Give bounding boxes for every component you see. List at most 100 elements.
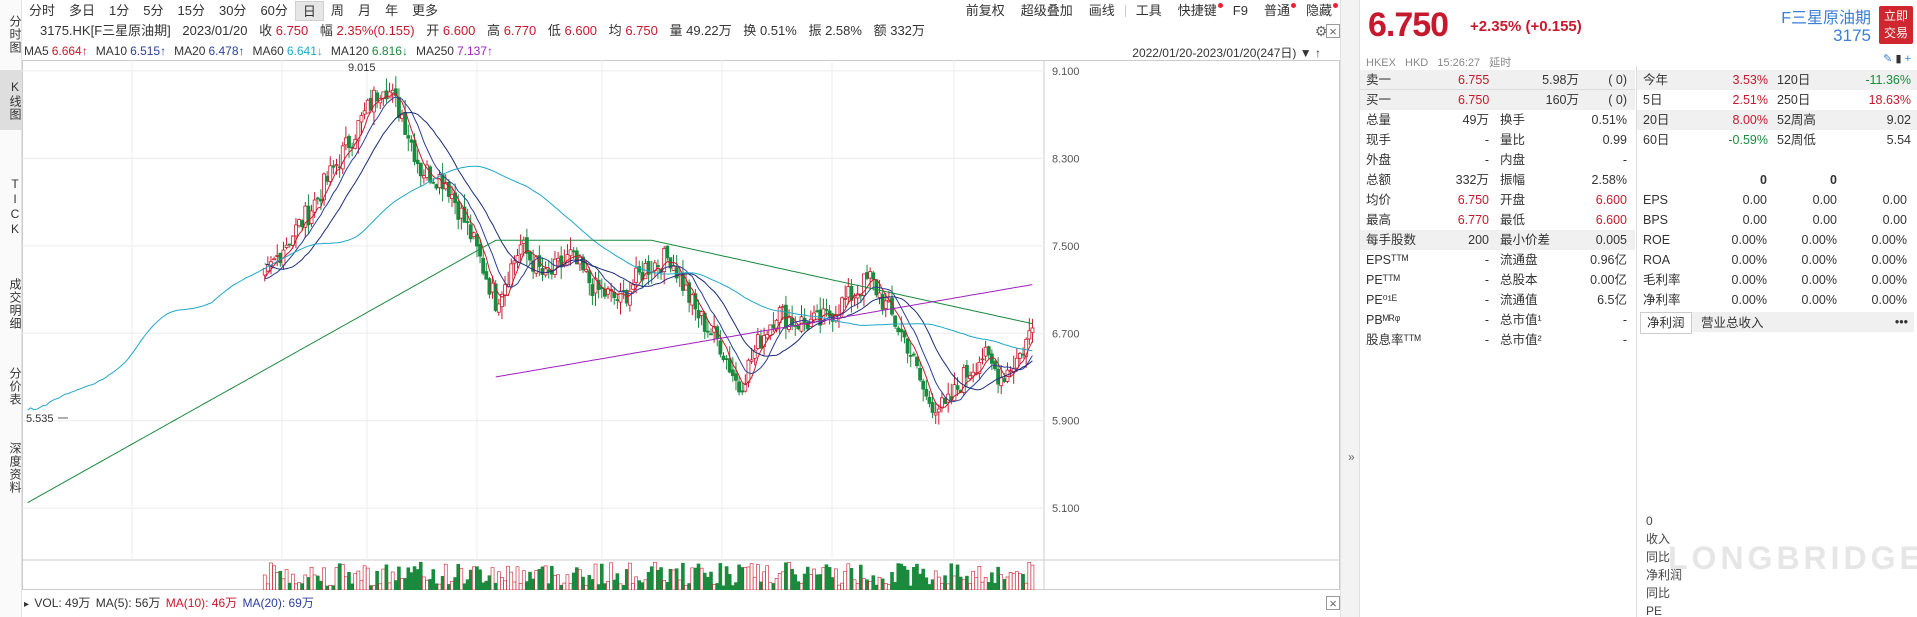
quote-value: 6.770 <box>1457 213 1489 227</box>
period-tab-10[interactable]: 年 <box>384 3 398 18</box>
nav-depth[interactable]: 深度资料 <box>8 442 22 494</box>
fin-label: BPS <box>1643 213 1669 227</box>
kline-svg[interactable]: 9.100 8.300 7.500 6.700 5.900 5.100 9.015 5.535 <box>22 60 1340 590</box>
close-vol-icon[interactable]: × <box>1326 596 1340 610</box>
nav-trades[interactable]: 成交明细 <box>8 278 22 330</box>
period-tab-4[interactable]: 15分 <box>177 3 205 18</box>
tool-button-4[interactable]: 快捷键 <box>1170 0 1225 22</box>
bell-icon[interactable]: ▮ <box>1895 53 1902 65</box>
volume-bar <box>525 581 529 590</box>
volume-bar <box>278 570 283 590</box>
period-tab-3[interactable]: 5分 <box>143 3 164 18</box>
volume-bar <box>437 583 442 590</box>
fin-value: 0.00% <box>1801 293 1837 307</box>
candle-body <box>618 290 623 303</box>
kline-chart[interactable]: 9.100 8.300 7.500 6.700 5.900 5.100 9.015 5.535 <box>22 60 1340 590</box>
tool-button-1[interactable]: 超级叠加 <box>1013 0 1081 22</box>
quote-value: - <box>1622 153 1627 167</box>
volume-bar <box>712 584 716 590</box>
vol-expand-icon[interactable]: ▸ <box>24 599 30 610</box>
collapse-icon[interactable]: » <box>1348 450 1355 464</box>
watermark: LONGBRIDGE <box>1668 540 1917 576</box>
perf-value: 5.54 <box>1886 133 1911 147</box>
separator <box>1124 5 1126 17</box>
bid-ask-label: 卖一 <box>1366 73 1392 87</box>
period-tab-8[interactable]: 周 <box>330 3 344 18</box>
stock-name[interactable]: F三星原油期 <box>1781 10 1871 27</box>
volume-bar <box>422 576 426 590</box>
tab-revenue[interactable]: 营业总收入 <box>1701 316 1764 330</box>
period-tab-11[interactable]: 更多 <box>411 3 438 18</box>
period-tab-2[interactable]: 1分 <box>109 3 130 18</box>
y-tick-label: 7.500 <box>1052 241 1080 253</box>
tab-net-profit[interactable]: 净利润 <box>1640 312 1692 334</box>
volume-bar <box>390 571 395 590</box>
quote-label: 外盘 <box>1366 153 1392 167</box>
volume-bar <box>868 581 872 590</box>
volume-bar <box>387 582 392 590</box>
info-amp: 幅 2.35%(0.155) <box>319 23 415 38</box>
volume-bar <box>606 580 610 590</box>
volume-bar <box>375 571 379 590</box>
quote-row: 每手股数 200 最小价差 0.005 <box>1360 230 1635 250</box>
perf-value: 9.02 <box>1886 113 1911 127</box>
bid-ask-count: ( 0) <box>1608 93 1627 107</box>
candle-body <box>684 284 688 291</box>
quote-row: 总额 332万 振幅 2.58% <box>1360 170 1635 190</box>
tool-button-3[interactable]: 工具 <box>1128 0 1170 22</box>
plus-icon[interactable]: + <box>1904 53 1911 65</box>
quote-label: 开盘 <box>1500 193 1526 207</box>
tool-button-6[interactable]: 普通 <box>1256 0 1298 22</box>
edit-icon[interactable]: ✎ <box>1883 53 1893 65</box>
quote-label: 总额 <box>1366 173 1392 187</box>
candle-body <box>456 201 461 220</box>
candle-body <box>724 358 729 360</box>
tool-button-5[interactable]: F9 <box>1225 0 1256 22</box>
volume-bar <box>312 574 317 590</box>
quote-value: - <box>1622 313 1627 327</box>
candle-body <box>571 250 576 253</box>
more-icon[interactable]: ••• <box>1894 315 1908 329</box>
volume-bar <box>796 581 801 590</box>
volume-bar <box>768 582 773 590</box>
date-range[interactable]: 2022/01/20-2023/01/20(247日) ▼ ↑ <box>1132 44 1321 61</box>
nav-price-table[interactable]: 分价表 <box>8 366 22 406</box>
candle-body <box>952 384 957 402</box>
close-icon[interactable]: × <box>1326 24 1340 38</box>
volume-bar <box>291 573 295 590</box>
volume-bar <box>546 583 551 590</box>
period-tab-6[interactable]: 60分 <box>260 3 288 18</box>
volume-bar <box>1024 582 1028 590</box>
nav-kline[interactable]: K线图 <box>0 70 22 130</box>
ma-value: 6.515↑ <box>130 44 167 58</box>
volume-bar <box>646 571 651 590</box>
volume-bar <box>743 567 748 590</box>
volume-bar <box>843 570 847 590</box>
tool-button-2[interactable]: 画线 <box>1081 0 1123 22</box>
tool-button-0[interactable]: 前复权 <box>958 0 1013 22</box>
period-tab-0[interactable]: 分时 <box>29 3 56 18</box>
ma-name: MA250 <box>415 44 454 58</box>
fin-value: 0.00 <box>1742 193 1767 207</box>
candle-body <box>553 258 557 275</box>
tool-button-7[interactable]: 隐藏 <box>1298 0 1340 22</box>
ma-name: MA20 <box>174 44 206 58</box>
volume-bar <box>590 579 595 590</box>
period-tab-7[interactable]: 日 <box>294 1 324 21</box>
volume-bar <box>506 565 510 590</box>
trade-now-button[interactable]: 立即 交易 <box>1879 6 1913 44</box>
volume-bar <box>802 573 807 590</box>
volume-bar <box>852 579 857 590</box>
period-tab-5[interactable]: 30分 <box>218 3 247 18</box>
performance-table: 今年 3.53% 120日 -11.36% 5日 2.51% 250日 18.63% 20日 8.… <box>1637 70 1917 150</box>
period-tab-9[interactable]: 月 <box>357 3 371 18</box>
volume-bar <box>550 565 554 590</box>
panel-divider[interactable] <box>1340 0 1360 617</box>
candle-body <box>936 408 941 413</box>
volume-bar <box>908 585 913 590</box>
period-tab-1[interactable]: 多日 <box>69 3 96 18</box>
gear-icon[interactable]: ⚙ <box>1314 23 1328 39</box>
nav-intraday[interactable]: 分时图 <box>8 14 22 54</box>
nav-tick[interactable]: TICK <box>8 177 22 237</box>
